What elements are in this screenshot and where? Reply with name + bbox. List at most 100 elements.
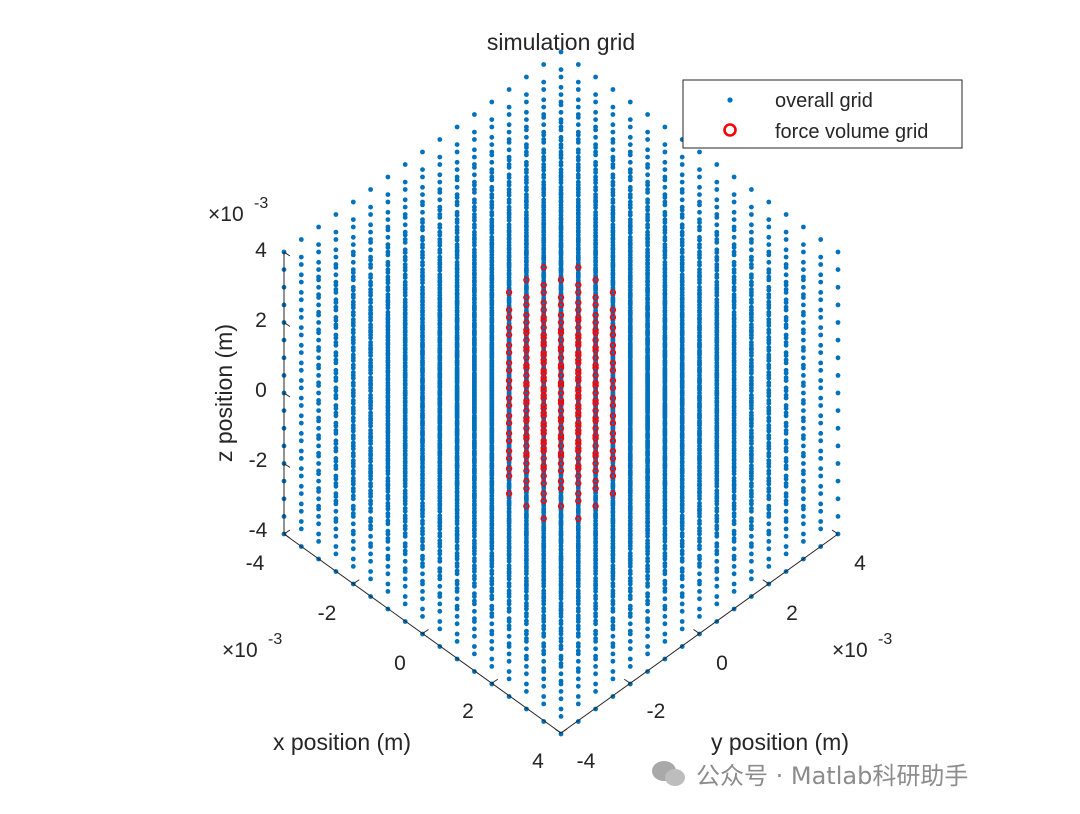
grid-point: [801, 292, 806, 297]
grid-point: [437, 573, 443, 579]
grid-point: [489, 142, 495, 148]
grid-point: [402, 513, 408, 519]
grid-point: [420, 334, 425, 340]
grid-point: [749, 357, 754, 363]
grid-point: [472, 440, 477, 445]
grid-point: [350, 309, 356, 315]
grid-point: [714, 312, 720, 317]
grid-point: [350, 511, 356, 516]
grid-point: [575, 535, 581, 541]
grid-point: [333, 297, 339, 303]
grid-point: [454, 359, 460, 365]
grid-point: [679, 495, 685, 501]
grid-point: [627, 639, 633, 644]
grid-point: [489, 317, 495, 322]
grid-point: [368, 453, 373, 458]
grid-point: [524, 192, 529, 198]
grid-point: [801, 531, 806, 537]
grid-point: [350, 423, 356, 428]
grid-point: [714, 460, 720, 466]
grid-point: [679, 573, 685, 579]
grid-point: [402, 337, 408, 342]
grid-point: [524, 636, 529, 641]
grid-point: [385, 412, 391, 418]
grid-point: [489, 480, 495, 486]
grid-point: [368, 247, 373, 253]
grid-point: [714, 495, 720, 501]
grid-point: [454, 525, 460, 531]
grid-point: [783, 403, 789, 408]
grid-point: [420, 367, 425, 372]
grid-point: [645, 172, 650, 178]
grid-point: [385, 440, 391, 446]
grid-point: [731, 564, 737, 569]
grid-point: [645, 644, 650, 649]
grid-point: [783, 212, 789, 217]
grid-point: [766, 249, 772, 255]
grid-point: [506, 197, 512, 203]
grid-point: [697, 483, 702, 488]
grid-point: [697, 359, 702, 365]
grid-point: [749, 400, 754, 405]
grid-point: [454, 614, 460, 619]
grid-point: [610, 510, 616, 516]
grid-point: [610, 482, 616, 488]
grid-point: [801, 309, 806, 315]
grid-point: [541, 560, 547, 566]
grid-point: [385, 377, 391, 383]
grid-point: [627, 603, 633, 609]
grid-point: [298, 307, 304, 313]
grid-point: [645, 397, 650, 403]
grid-point: [749, 329, 754, 335]
grid-point: [316, 259, 321, 265]
grid-point: [749, 247, 754, 253]
grid-point: [385, 483, 391, 488]
grid-point: [645, 616, 650, 621]
grid-point: [766, 327, 772, 333]
grid-point: [766, 234, 772, 240]
grid-point: [524, 523, 529, 528]
grid-point: [385, 224, 391, 230]
grid-point: [714, 417, 720, 423]
grid-point: [558, 689, 564, 694]
grid-point: [731, 589, 737, 594]
grid-point: [679, 538, 685, 544]
grid-point: [679, 583, 685, 589]
grid-point: [489, 324, 495, 330]
grid-point: [575, 62, 581, 67]
grid-point: [697, 259, 702, 265]
grid-point: [489, 533, 495, 538]
grid-point: [697, 234, 702, 240]
grid-point: [610, 535, 616, 541]
grid-point: [385, 199, 391, 205]
grid-point: [783, 304, 789, 310]
grid-point: [679, 279, 685, 285]
grid-point: [679, 467, 685, 473]
grid-point: [298, 473, 304, 479]
grid-point: [801, 362, 806, 368]
grid-point: [420, 395, 425, 400]
grid-point: [350, 370, 356, 375]
grid-point: [818, 342, 824, 348]
grid-point: [541, 641, 547, 646]
grid-point: [575, 87, 581, 92]
grid-point: [489, 149, 495, 155]
grid-point: [402, 279, 408, 285]
grid-point: [402, 287, 408, 292]
grid-point: [437, 362, 443, 367]
points-layer: [281, 49, 841, 737]
grid-point: [697, 309, 702, 315]
grid-point: [766, 334, 772, 340]
grid-point: [679, 503, 685, 508]
grid-point: [402, 197, 408, 203]
grid-point: [506, 598, 512, 604]
grid-point: [350, 546, 356, 552]
grid-point: [420, 234, 425, 240]
grid-point: [524, 267, 529, 272]
grid-point: [489, 487, 495, 493]
grid-point: [489, 639, 495, 644]
grid-point: [766, 217, 772, 223]
grid-point: [575, 172, 581, 178]
grid-point: [316, 224, 321, 230]
grid-point: [402, 390, 408, 395]
